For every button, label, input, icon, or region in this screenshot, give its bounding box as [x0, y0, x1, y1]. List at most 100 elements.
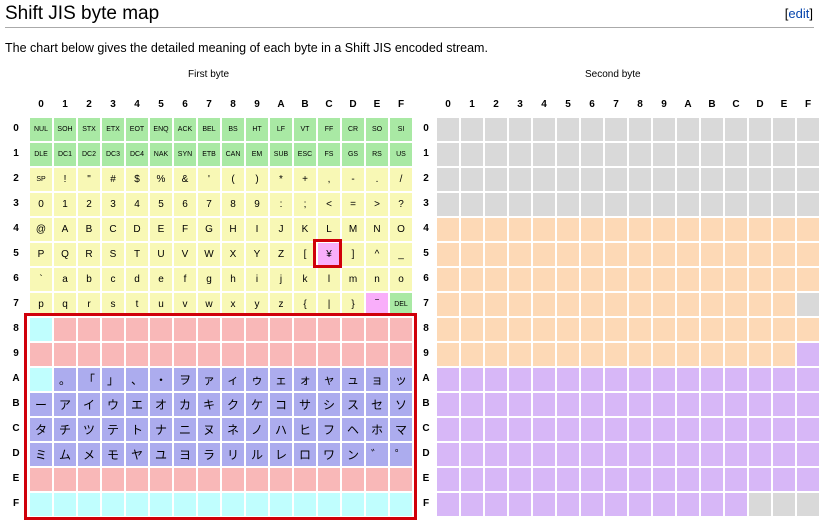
second_byte-table-cell — [773, 443, 795, 466]
second_byte-table-cell — [677, 268, 699, 291]
first_byte-table-cell: B — [78, 218, 100, 241]
second_byte-table-cell — [629, 168, 651, 191]
first_byte-table-cell: l — [318, 268, 340, 291]
second_byte-table-cell — [701, 118, 723, 141]
first_byte-table-cell — [30, 368, 52, 391]
first_byte-table-cell — [294, 318, 316, 341]
second_byte-table-cell — [485, 193, 507, 216]
second_byte-table-cell — [773, 368, 795, 391]
second_byte-table-cell — [725, 443, 747, 466]
second_byte-table-cell — [725, 418, 747, 441]
second_byte-table-col-header: 6 — [589, 99, 595, 110]
first_byte-table-row-header: 5 — [13, 248, 19, 259]
second_byte-table-cell — [485, 418, 507, 441]
second_byte-table-row-header: 5 — [423, 248, 429, 259]
first_byte-table-cell: Z — [270, 243, 292, 266]
second_byte-table-cell — [437, 243, 459, 266]
second_byte-table-cell — [677, 393, 699, 416]
first_byte-table-cell — [294, 493, 316, 516]
first_byte-table-cell: ^ — [366, 243, 388, 266]
first_byte-table-cell — [150, 468, 172, 491]
first_byte-table-cell: ゥ — [246, 368, 268, 391]
edit-link[interactable]: edit — [788, 6, 810, 21]
second_byte-table-col-header: D — [756, 99, 764, 110]
second_byte-table-cell — [581, 318, 603, 341]
first_byte-table-cell — [390, 343, 412, 366]
second_byte-table-cell — [749, 443, 771, 466]
second_byte-table-row-header: 2 — [423, 173, 429, 184]
second_byte-table-cell — [725, 493, 747, 516]
first_byte-table-cell — [102, 468, 124, 491]
second_byte-table-cell — [797, 218, 819, 241]
first_byte-table-cell: % — [150, 168, 172, 191]
first_byte-table-cell — [54, 343, 76, 366]
first_byte-table-cell: a — [54, 268, 76, 291]
first_byte-table-cell: ィ — [222, 368, 244, 391]
first_byte-table-cell: $ — [126, 168, 148, 191]
second_byte-table-cell — [629, 318, 651, 341]
second_byte-table-cell — [581, 418, 603, 441]
first_byte-table-cell: ‾ — [366, 293, 388, 316]
second_byte-table-cell — [773, 168, 795, 191]
second_byte-table-cell — [485, 168, 507, 191]
second_byte-table-cell — [773, 143, 795, 166]
second_byte-table-cell — [653, 143, 675, 166]
second_byte-table-cell — [653, 393, 675, 416]
second_byte-table-cell — [581, 493, 603, 516]
first_byte-table-cell: STX — [78, 118, 100, 141]
first_byte-table-cell: c — [102, 268, 124, 291]
first_byte-table-col-header: B — [301, 99, 309, 110]
second_byte-table-cell — [533, 368, 555, 391]
first_byte-table-cell: 「 — [78, 368, 100, 391]
second_byte-table-cell — [677, 143, 699, 166]
second_byte-table-cell — [605, 268, 627, 291]
second_byte-table-cell — [461, 218, 483, 241]
first_byte-table-cell: タ — [30, 418, 52, 441]
first_byte-table-col-header: F — [397, 99, 405, 110]
first_byte-table-row-header: 9 — [13, 348, 19, 359]
first_byte-table-cell: } — [342, 293, 364, 316]
first_byte-table-cell: ー — [30, 393, 52, 416]
second_byte-table-cell — [797, 293, 819, 316]
first_byte-table-cell: . — [366, 168, 388, 191]
first_byte-table-cell: ン — [342, 443, 364, 466]
second_byte-table-cell — [677, 318, 699, 341]
second_byte-table-cell — [533, 293, 555, 316]
first_byte-table-cell: b — [78, 268, 100, 291]
first_byte-table-row-header: E — [12, 473, 20, 484]
first_byte-table-cell: p — [30, 293, 52, 316]
first_byte-table-cell — [198, 468, 220, 491]
second_byte-table-cell — [653, 343, 675, 366]
second_byte-table-cell — [653, 193, 675, 216]
first_byte-table-cell: ' — [198, 168, 220, 191]
second_byte-table-cell — [533, 393, 555, 416]
second_byte-table-cell — [725, 143, 747, 166]
first_byte-table-cell: K — [294, 218, 316, 241]
first_byte-table-cell: < — [318, 193, 340, 216]
second_byte-table-cell — [677, 218, 699, 241]
first_byte-table-cell: イ — [78, 393, 100, 416]
first_byte-table-cell — [174, 318, 196, 341]
second_byte-table-cell — [797, 118, 819, 141]
first_byte-table-cell: / — [390, 168, 412, 191]
second_byte-table-cell — [533, 418, 555, 441]
second_byte-table-cell — [533, 243, 555, 266]
second_byte-table-cell — [437, 468, 459, 491]
first_byte-table-cell: ゜ — [390, 443, 412, 466]
first_byte-table-cell: ォ — [294, 368, 316, 391]
first_byte-table-cell: z — [270, 293, 292, 316]
second_byte-table-cell — [725, 168, 747, 191]
second_byte-table-cell — [509, 218, 531, 241]
second_byte-table-col-header: E — [780, 99, 788, 110]
first_byte-table-cell: メ — [78, 443, 100, 466]
first_byte-table-cell: SP — [30, 168, 52, 191]
first_byte-table-cell: FF — [318, 118, 340, 141]
second_byte-table-cell — [557, 218, 579, 241]
first_byte-table-cell: マ — [390, 418, 412, 441]
second_byte-table-cell — [437, 268, 459, 291]
first_byte-table-cell: ヤ — [126, 443, 148, 466]
first_byte-table-cell: ! — [54, 168, 76, 191]
second_byte-table-col-header: 3 — [517, 99, 523, 110]
first_byte-table-cell: ) — [246, 168, 268, 191]
second_byte-table-cell — [725, 343, 747, 366]
